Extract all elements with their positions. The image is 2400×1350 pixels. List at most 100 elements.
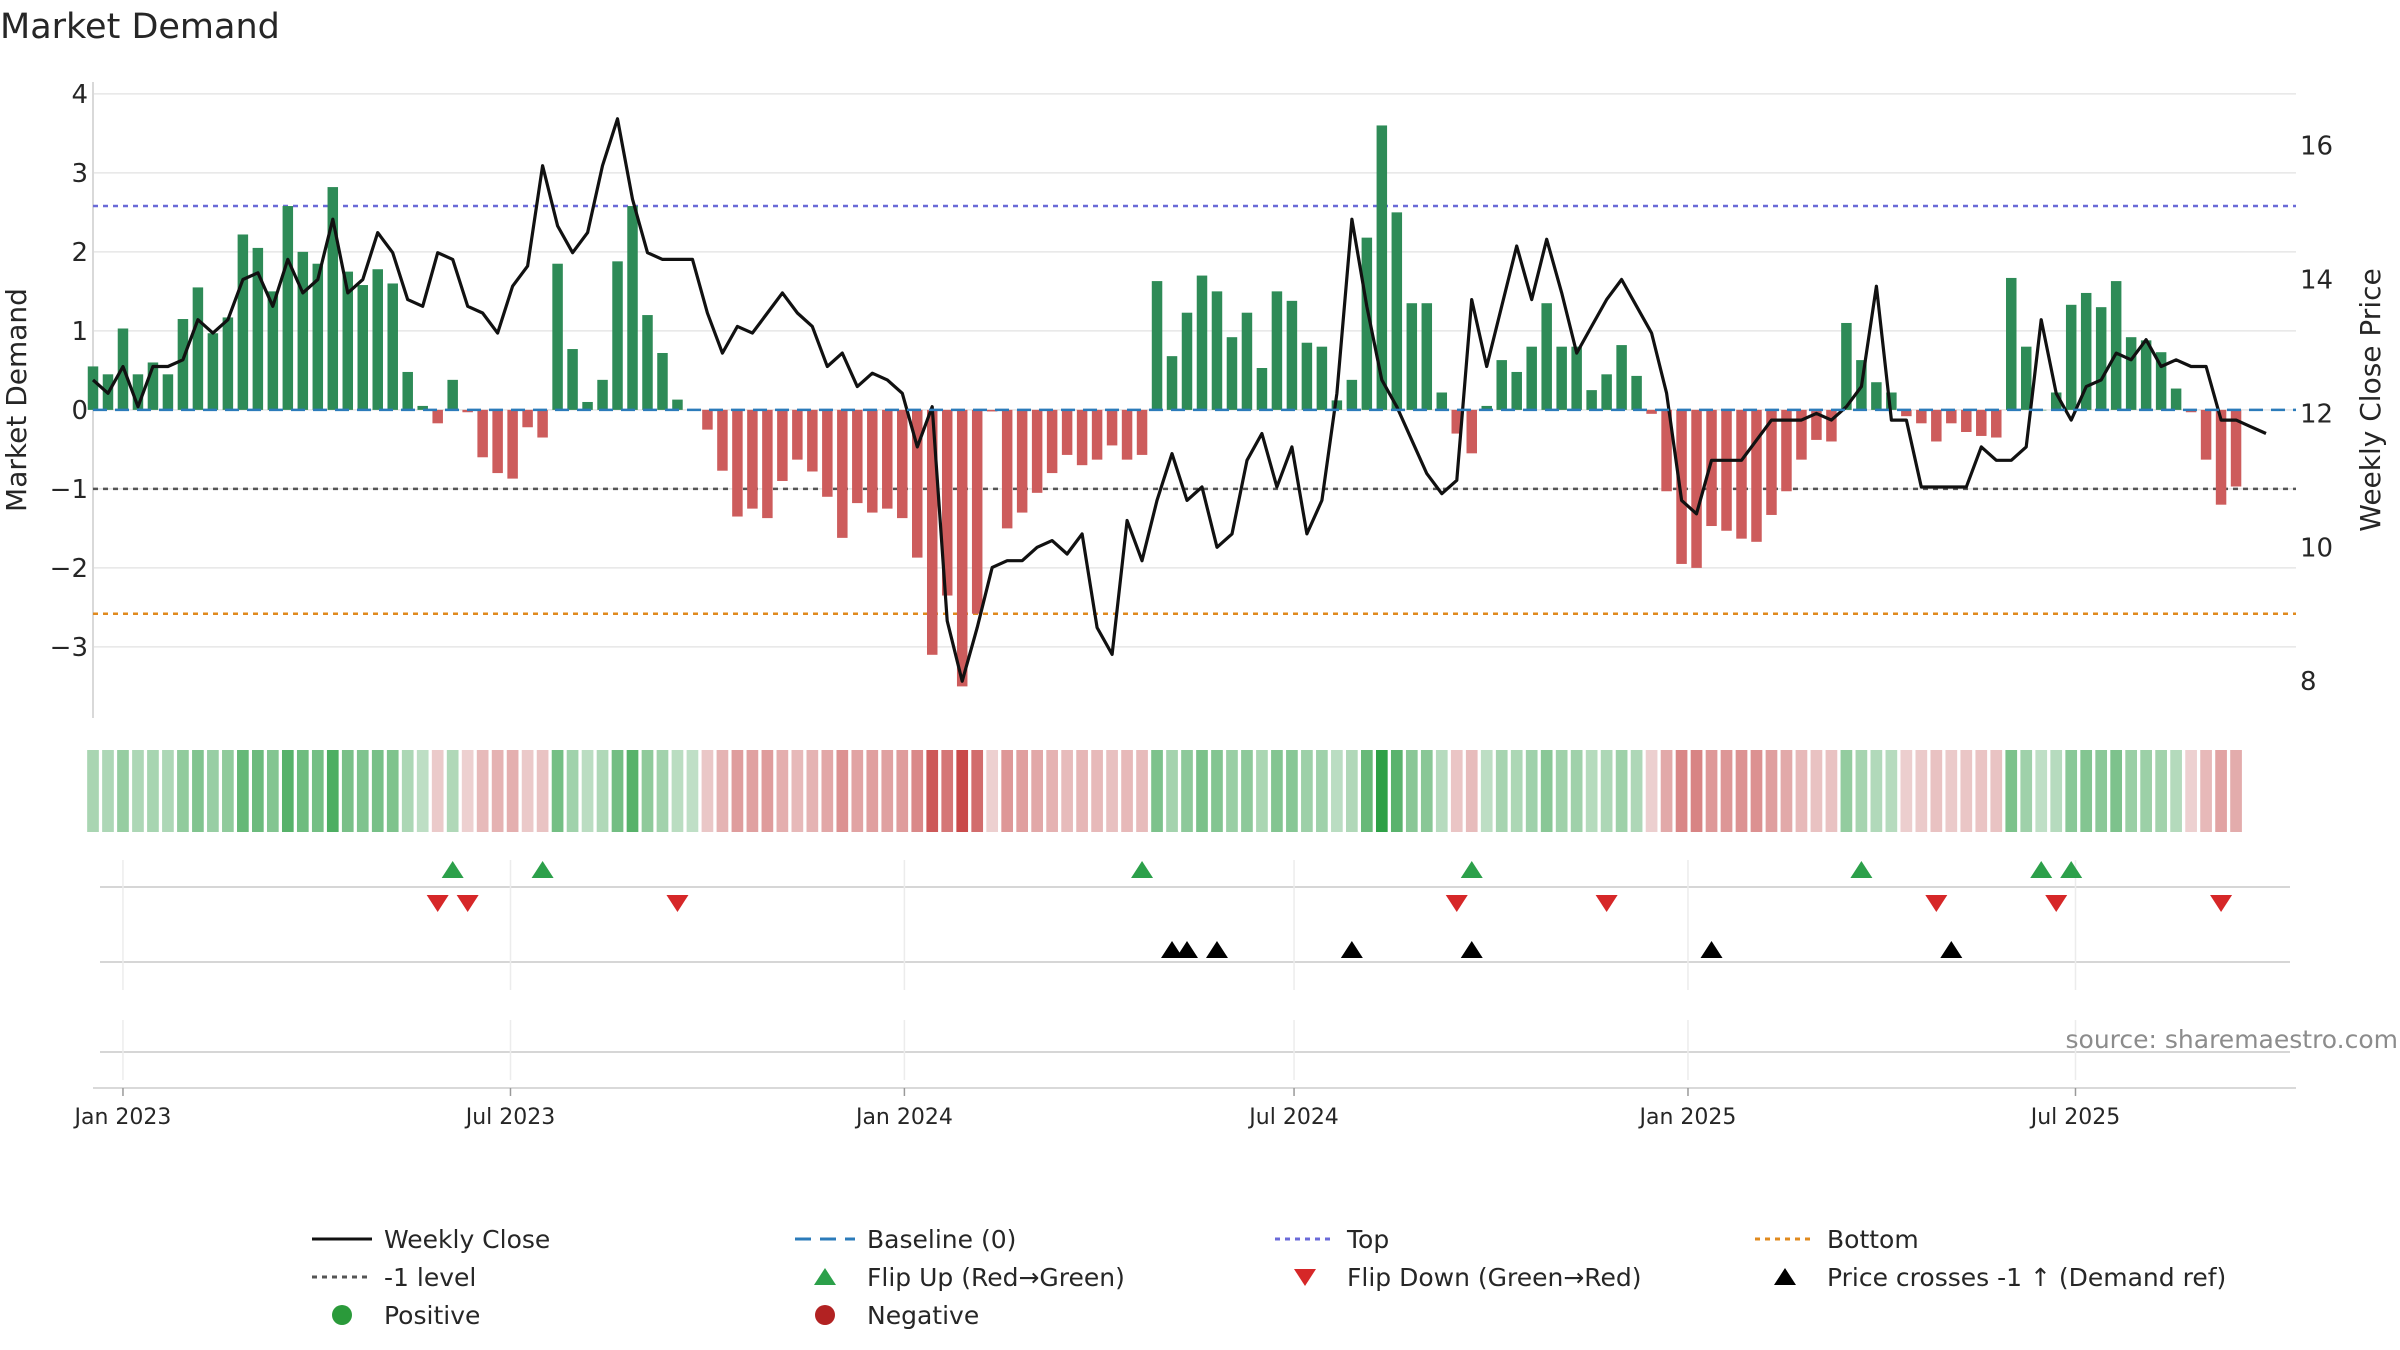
flip-down-marker xyxy=(1445,895,1468,912)
demand-bar xyxy=(372,269,383,410)
heat-cell xyxy=(1016,750,1029,832)
heat-cell xyxy=(1930,750,1943,832)
heat-cell xyxy=(656,750,669,832)
demand-bar xyxy=(657,352,668,410)
heat-cell xyxy=(1450,750,1463,832)
demand-bar xyxy=(1046,409,1058,474)
y-axis-label-right: Weekly Close Price xyxy=(2354,268,2387,531)
x-tick-label: Jul 2023 xyxy=(464,1105,556,1130)
flip-down-marker xyxy=(2045,895,2068,912)
y-tick-label-right: 12 xyxy=(2300,399,2333,429)
demand-bar xyxy=(852,409,863,504)
demand-bar xyxy=(1616,345,1627,410)
heat-cell xyxy=(1795,750,1808,832)
flip-up-marker xyxy=(441,861,464,878)
demand-bar xyxy=(1391,212,1403,410)
heat-cell xyxy=(1091,750,1103,832)
demand-bar xyxy=(507,409,518,479)
demand-bar xyxy=(492,409,503,474)
demand-bar xyxy=(267,291,279,410)
demand-bar xyxy=(1751,409,1762,542)
heat-cell xyxy=(1001,750,1014,832)
demand-bar xyxy=(1601,374,1612,410)
y-axis-label-left: Market Demand xyxy=(0,288,33,512)
x-axis: Jan 2023 Jul 2023 Jan 2024 Jul 2024 Jan 2025… xyxy=(73,1087,2296,1130)
demand-bar xyxy=(1241,312,1253,410)
heat-cell xyxy=(1256,750,1268,832)
demand-bar xyxy=(1781,409,1792,492)
heat-cell xyxy=(581,750,594,832)
x-tick-label: Jan 2025 xyxy=(1638,1105,1737,1130)
heat-cell xyxy=(566,750,579,832)
heat-cell xyxy=(881,750,894,832)
heat-cell xyxy=(971,750,984,832)
demand-bar xyxy=(2230,409,2242,487)
heat-cell xyxy=(2215,750,2227,832)
price-cross-marker xyxy=(1340,941,1363,958)
x-tick-label: Jan 2023 xyxy=(73,1105,172,1130)
demand-bar xyxy=(2065,304,2077,410)
heat-cell xyxy=(821,750,834,832)
legend-label: Negative xyxy=(867,1301,979,1330)
y-tick-label-left: 4 xyxy=(71,80,88,110)
heat-cell xyxy=(1106,750,1118,832)
heat-cell xyxy=(1375,750,1388,832)
demand-bar xyxy=(1706,409,1717,527)
demand-bar xyxy=(252,247,264,410)
gridlines xyxy=(92,82,2296,718)
demand-bar xyxy=(447,379,458,410)
flip-up-marker xyxy=(531,861,554,878)
heat-cell xyxy=(1765,750,1778,832)
heat-cell xyxy=(1570,750,1583,832)
demand-bar xyxy=(2140,340,2152,410)
heat-cell xyxy=(1076,750,1088,832)
demand-bar xyxy=(1436,392,1448,410)
demand-bar xyxy=(207,333,219,410)
demand-bar xyxy=(1091,409,1103,460)
heat-cell xyxy=(551,750,564,832)
heat-cell xyxy=(102,750,114,832)
heat-cell xyxy=(461,750,474,832)
heat-cell xyxy=(281,750,294,832)
heat-cell xyxy=(1301,750,1313,832)
demand-bar xyxy=(387,283,398,410)
demand-bar xyxy=(1811,409,1822,440)
heat-cell xyxy=(1900,750,1913,832)
demand-bar xyxy=(1166,356,1178,410)
demand-bar xyxy=(2020,346,2032,410)
demand-bar xyxy=(1541,303,1552,410)
chart-title: Market Demand xyxy=(0,7,280,47)
demand-bar xyxy=(87,366,99,410)
legend-label: -1 level xyxy=(384,1263,476,1292)
demand-bar xyxy=(2200,409,2212,460)
heat-cell xyxy=(1226,750,1238,832)
heat-cell xyxy=(386,750,399,832)
demand-bar xyxy=(1586,390,1597,410)
heat-cell xyxy=(1241,750,1253,832)
demand-bar xyxy=(672,399,683,410)
heat-cell xyxy=(1915,750,1928,832)
demand-bar xyxy=(2080,292,2092,410)
demand-bar xyxy=(312,263,324,410)
demand-bar xyxy=(1991,409,2002,438)
heat-cell xyxy=(1585,750,1598,832)
heat-cell xyxy=(1690,750,1703,832)
price-cross-marker xyxy=(1176,941,1199,958)
heat-cell xyxy=(986,750,999,832)
heat-cell xyxy=(1390,750,1403,832)
heat-cell xyxy=(626,750,639,832)
heat-cell xyxy=(1540,750,1553,832)
demand-bar xyxy=(702,409,713,430)
demand-bar xyxy=(147,362,159,410)
flip-up-marker xyxy=(1850,861,1873,878)
heat-cell xyxy=(941,750,954,832)
heat-cell xyxy=(1960,750,1973,832)
demand-bar xyxy=(582,401,593,410)
heat-cell xyxy=(2230,750,2242,832)
heat-cell xyxy=(956,750,969,832)
demand-bar xyxy=(1676,409,1687,564)
demand-bar xyxy=(1511,371,1522,410)
heat-cell xyxy=(716,750,729,832)
heat-cell xyxy=(177,750,189,832)
heat-cell xyxy=(1286,750,1298,832)
